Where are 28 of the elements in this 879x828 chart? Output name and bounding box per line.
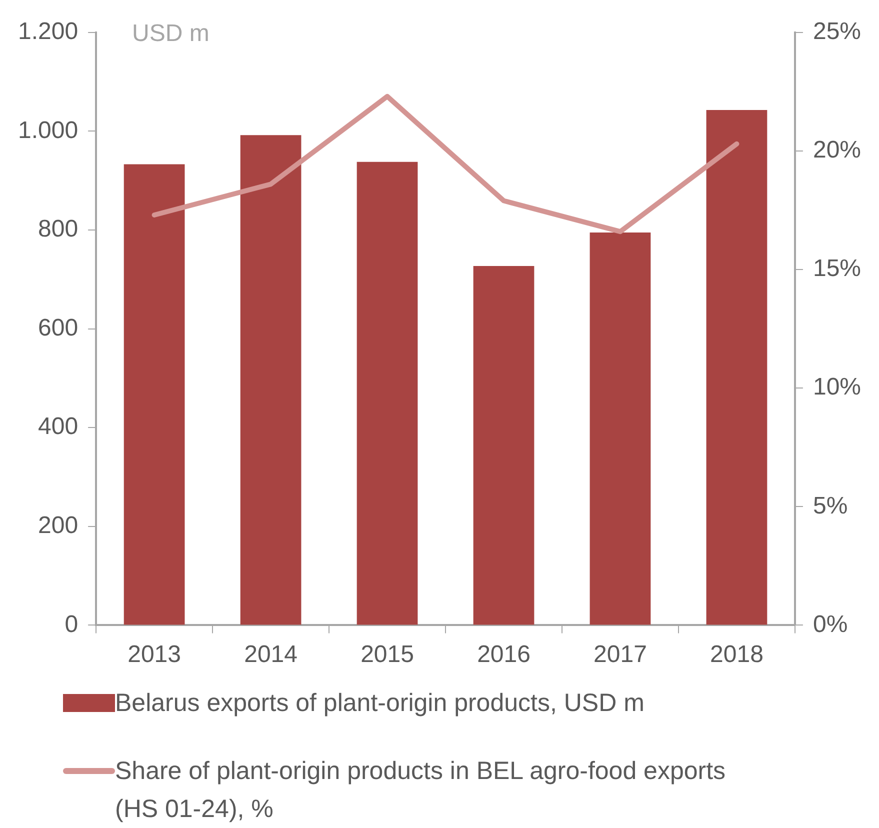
x-tick-label: 2015 xyxy=(360,641,414,668)
legend-label: Share of plant-origin products in BEL agro-food exports (HS 01-24), % xyxy=(115,756,727,825)
bar xyxy=(706,110,768,625)
y-tick-label: 200 xyxy=(38,512,78,540)
y-tick-label: 800 xyxy=(38,216,78,243)
y2-tick-label: 0% xyxy=(812,610,848,638)
bar xyxy=(356,162,418,625)
legend-label: Belarus exports of plant-origin products, USD m xyxy=(115,688,644,719)
y2-tick-label: 20% xyxy=(812,136,862,164)
bar xyxy=(473,266,534,625)
bar xyxy=(124,164,185,625)
y2-tick-label: 25% xyxy=(812,18,862,46)
y-tick-label: 0 xyxy=(64,610,78,638)
y-tick-label: 1.000 xyxy=(18,116,78,144)
y2-tick-label: 5% xyxy=(812,492,848,520)
y-tick-label: 600 xyxy=(38,314,78,342)
x-tick-label: 2016 xyxy=(477,641,530,668)
bar xyxy=(590,232,651,625)
x-tick-label: 2014 xyxy=(244,641,298,668)
x-tick-label: 2013 xyxy=(128,641,181,668)
y2-tick-label: 15% xyxy=(812,255,862,282)
bar xyxy=(240,135,302,625)
y-tick-label: 400 xyxy=(38,413,78,440)
y2-tick-label: 10% xyxy=(812,374,862,401)
x-tick-label: 2017 xyxy=(594,641,647,668)
y-tick-label: 1.200 xyxy=(18,18,78,46)
x-tick-label: 2018 xyxy=(710,641,764,668)
annotation: USD m xyxy=(132,20,210,48)
